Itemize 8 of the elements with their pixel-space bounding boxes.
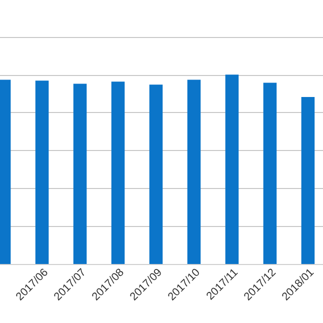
bar: [149, 84, 163, 264]
bar: [263, 82, 277, 264]
bar: [301, 96, 315, 264]
bar: [225, 74, 239, 264]
bar: [111, 82, 125, 264]
bar: [73, 84, 87, 264]
bar: [35, 80, 49, 264]
bar: [187, 80, 201, 264]
